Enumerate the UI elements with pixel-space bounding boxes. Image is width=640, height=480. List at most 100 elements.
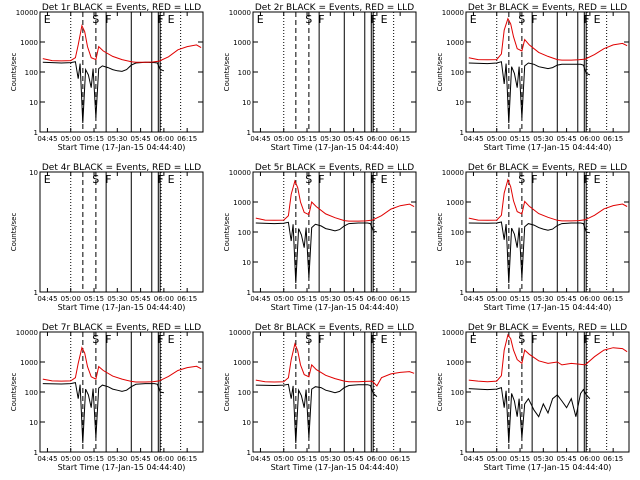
- y-tick-label: 1000: [233, 199, 251, 207]
- x-tick-label: 06:00: [367, 135, 387, 143]
- y-axis-label: Counts/sec: [10, 53, 18, 92]
- x-tick-label: 05:30: [107, 135, 127, 143]
- x-tick-label: 05:30: [320, 135, 340, 143]
- x-tick-label: 05:45: [557, 455, 577, 463]
- x-tick-label: 05:00: [487, 135, 507, 143]
- interval-marker-label: S: [518, 13, 525, 26]
- x-tick-label: 06:00: [154, 295, 174, 303]
- y-tick-label: 10000: [442, 9, 464, 17]
- x-tick-label: 05:30: [533, 455, 553, 463]
- x-tick-label: 06:15: [177, 295, 197, 303]
- x-tick-label: 05:00: [61, 455, 81, 463]
- x-tick-label: 04:45: [37, 455, 57, 463]
- interval-marker-label: S: [305, 173, 312, 186]
- x-tick-label: 05:45: [131, 455, 151, 463]
- y-axis-label: Counts/sec: [10, 213, 18, 252]
- x-tick-label: 06:00: [580, 135, 600, 143]
- y-tick-label: 10: [242, 419, 251, 427]
- y-tick-label: 100: [451, 389, 464, 397]
- x-tick-label: 05:45: [131, 135, 151, 143]
- chart-title: Det 2r BLACK = Events, RED = LLD: [255, 3, 414, 13]
- interval-marker-label: F: [583, 13, 589, 26]
- y-tick-label: 10: [242, 99, 251, 107]
- series-line-events: [42, 61, 165, 124]
- interval-marker-label: E: [594, 13, 601, 26]
- x-tick-label: 05:15: [297, 135, 317, 143]
- interval-marker-label: E: [381, 13, 388, 26]
- interval-marker-label: S: [518, 333, 525, 346]
- interval-marker-label: F: [157, 333, 163, 346]
- y-tick-label: 1: [247, 129, 251, 137]
- x-tick-label: 05:30: [107, 455, 127, 463]
- y-axis-label: Counts/sec: [436, 373, 444, 412]
- series-line-lld: [468, 333, 628, 383]
- series-line-lld: [468, 178, 628, 222]
- x-tick-label: 05:00: [274, 295, 294, 303]
- x-tick-label: 05:00: [61, 295, 81, 303]
- x-axis-label: Start Time (17-Jan-15 04:44:40): [58, 303, 186, 312]
- interval-marker-label: F: [531, 173, 537, 186]
- x-tick-label: 04:45: [250, 135, 270, 143]
- interval-marker-label: S: [305, 13, 312, 26]
- x-tick-label: 05:15: [510, 295, 530, 303]
- chart-title: Det 1r BLACK = Events, RED = LLD: [42, 3, 201, 13]
- x-tick-label: 06:15: [177, 455, 197, 463]
- x-tick-label: 05:00: [487, 295, 507, 303]
- x-tick-label: 04:45: [37, 295, 57, 303]
- x-axis-label: Start Time (17-Jan-15 04:44:40): [271, 463, 399, 472]
- y-tick-label: 100: [238, 229, 251, 237]
- x-tick-label: 06:15: [390, 295, 410, 303]
- interval-marker-label: F: [370, 173, 376, 186]
- interval-marker-label: S: [92, 173, 99, 186]
- interval-marker-label: E: [44, 173, 51, 186]
- x-tick-label: 06:15: [603, 295, 623, 303]
- y-tick-label: 100: [25, 69, 38, 77]
- chart-title: Det 9r BLACK = Events, RED = LLD: [468, 323, 627, 333]
- x-tick-label: 05:30: [107, 295, 127, 303]
- y-tick-label: 10: [29, 99, 38, 107]
- interval-marker-label: F: [583, 173, 589, 186]
- x-tick-label: 05:15: [84, 295, 104, 303]
- plot-frame: [465, 171, 630, 293]
- y-tick-label: 1000: [20, 39, 38, 47]
- x-axis-label: Start Time (17-Jan-15 04:44:40): [271, 143, 399, 152]
- interval-marker-label: F: [157, 13, 163, 26]
- y-tick-label: 1000: [446, 199, 464, 207]
- y-axis-label: Counts/sec: [436, 213, 444, 252]
- x-tick-label: 05:15: [84, 455, 104, 463]
- x-tick-label: 04:45: [250, 455, 270, 463]
- x-axis-label: Start Time (17-Jan-15 04:44:40): [58, 463, 186, 472]
- x-tick-label: 05:45: [557, 295, 577, 303]
- x-tick-label: 05:30: [320, 295, 340, 303]
- interval-marker-label: F: [318, 333, 324, 346]
- x-tick-label: 05:15: [510, 135, 530, 143]
- interval-marker-label: F: [318, 173, 324, 186]
- x-tick-label: 06:00: [154, 455, 174, 463]
- plot-frame: [252, 331, 417, 453]
- series-line-events: [468, 61, 591, 124]
- x-axis-label: Start Time (17-Jan-15 04:44:40): [484, 463, 612, 472]
- x-tick-label: 05:45: [131, 295, 151, 303]
- y-tick-label: 100: [25, 389, 38, 397]
- x-tick-label: 04:45: [463, 295, 483, 303]
- y-tick-label: 1: [460, 289, 464, 297]
- x-tick-label: 06:00: [580, 295, 600, 303]
- x-tick-label: 05:00: [274, 135, 294, 143]
- y-tick-label: 10: [29, 419, 38, 427]
- series-line-lld: [42, 24, 202, 63]
- series-line-events: [468, 221, 590, 284]
- interval-marker-label: E: [594, 333, 601, 346]
- x-tick-label: 06:15: [603, 455, 623, 463]
- x-axis-label: Start Time (17-Jan-15 04:44:40): [484, 303, 612, 312]
- x-tick-label: 06:15: [390, 135, 410, 143]
- series-line-events: [42, 382, 164, 444]
- interval-marker-label: F: [370, 13, 376, 26]
- x-tick-label: 04:45: [37, 135, 57, 143]
- x-tick-label: 05:15: [297, 295, 317, 303]
- x-tick-label: 05:00: [487, 455, 507, 463]
